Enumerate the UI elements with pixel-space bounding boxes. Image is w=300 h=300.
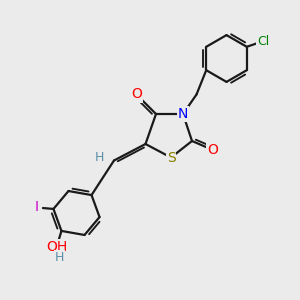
Text: O: O <box>208 143 218 157</box>
Text: OH: OH <box>46 240 68 254</box>
Text: H: H <box>55 250 64 263</box>
Text: I: I <box>35 200 39 214</box>
Text: N: N <box>178 107 188 121</box>
Text: Cl: Cl <box>257 35 269 48</box>
Text: O: O <box>131 88 142 101</box>
Text: H: H <box>94 151 104 164</box>
Text: S: S <box>167 151 176 164</box>
